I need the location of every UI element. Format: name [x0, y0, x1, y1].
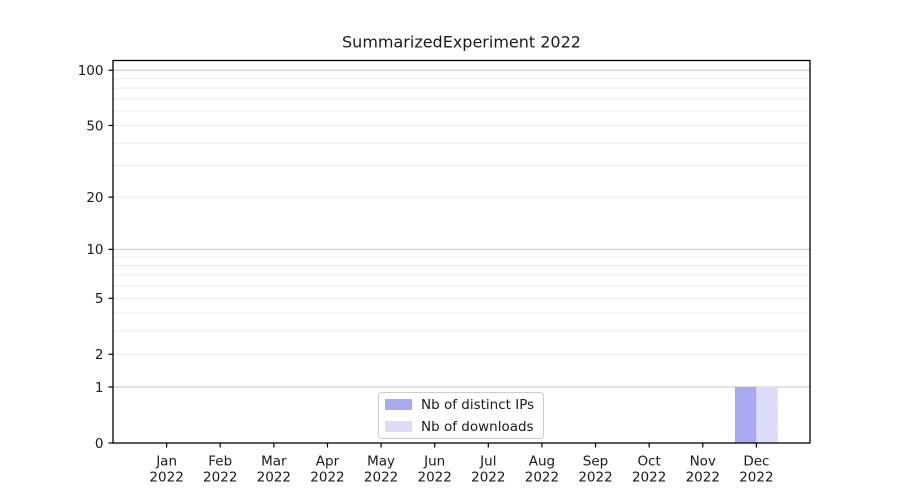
x-tick-label-month: Mar [261, 454, 287, 470]
legend-label-downloads: Nb of downloads [421, 418, 534, 435]
legend-swatch-distinct-ips [385, 399, 412, 410]
y-tick-label: 2 [95, 347, 104, 363]
x-tick-label-year: 2022 [203, 470, 237, 486]
x-tick-label-year: 2022 [364, 470, 398, 486]
legend: Nb of distinct IPs Nb of downloads [378, 392, 544, 439]
chart-title: SummarizedExperiment 2022 [342, 33, 581, 52]
x-tick-label-month: Nov [690, 454, 716, 470]
plot-border [112, 59, 811, 444]
x-tick-label-month: May [367, 454, 395, 470]
x-tick-label-year: 2022 [525, 470, 559, 486]
legend-item-downloads: Nb of downloads [385, 418, 543, 435]
y-tick-label: 5 [95, 291, 104, 307]
y-tick-label: 10 [86, 242, 103, 258]
y-tick-label: 100 [78, 63, 104, 79]
y-tick-label: 20 [86, 190, 103, 206]
x-tick-label-month: Oct [637, 454, 660, 470]
x-tick-label-year: 2022 [310, 470, 344, 486]
x-tick-label-month: Feb [208, 454, 232, 470]
x-tick-label-year: 2022 [257, 470, 291, 486]
bar-dec-downloads [756, 387, 778, 443]
x-tick-label-year: 2022 [471, 470, 505, 486]
x-tick-label-year: 2022 [686, 470, 720, 486]
x-tick-label-month: Jul [479, 454, 496, 470]
bars [734, 387, 778, 443]
legend-label-distinct-ips: Nb of distinct IPs [421, 396, 535, 413]
bar-dec-distinct-ips [734, 387, 757, 443]
legend-item-distinct-ips: Nb of distinct IPs [385, 396, 543, 413]
y-tick-label: 1 [95, 380, 104, 396]
y-tick-label: 0 [95, 436, 104, 452]
x-tick-label-month: Jun [423, 454, 445, 470]
x-tick-label-month: Sep [583, 454, 608, 470]
x-axis: Jan2022Feb2022Mar2022Apr2022May2022Jun20… [149, 443, 774, 486]
x-tick-label-year: 2022 [149, 470, 183, 486]
legend-swatch-downloads [385, 421, 412, 432]
x-tick-label-year: 2022 [739, 470, 773, 486]
plot-frame [112, 59, 811, 444]
x-tick-label-year: 2022 [578, 470, 612, 486]
x-tick-label-month: Aug [529, 454, 555, 470]
gridlines [113, 69, 810, 388]
x-tick-label-month: Apr [316, 454, 340, 470]
y-axis: 0 1 2 5 10 20 50 100 [78, 63, 113, 452]
x-tick-label-year: 2022 [418, 470, 452, 486]
x-tick-label-month: Jan [155, 454, 177, 470]
y-tick-label: 50 [86, 118, 103, 134]
x-tick-label-year: 2022 [632, 470, 666, 486]
x-tick-label-month: Dec [743, 454, 769, 470]
